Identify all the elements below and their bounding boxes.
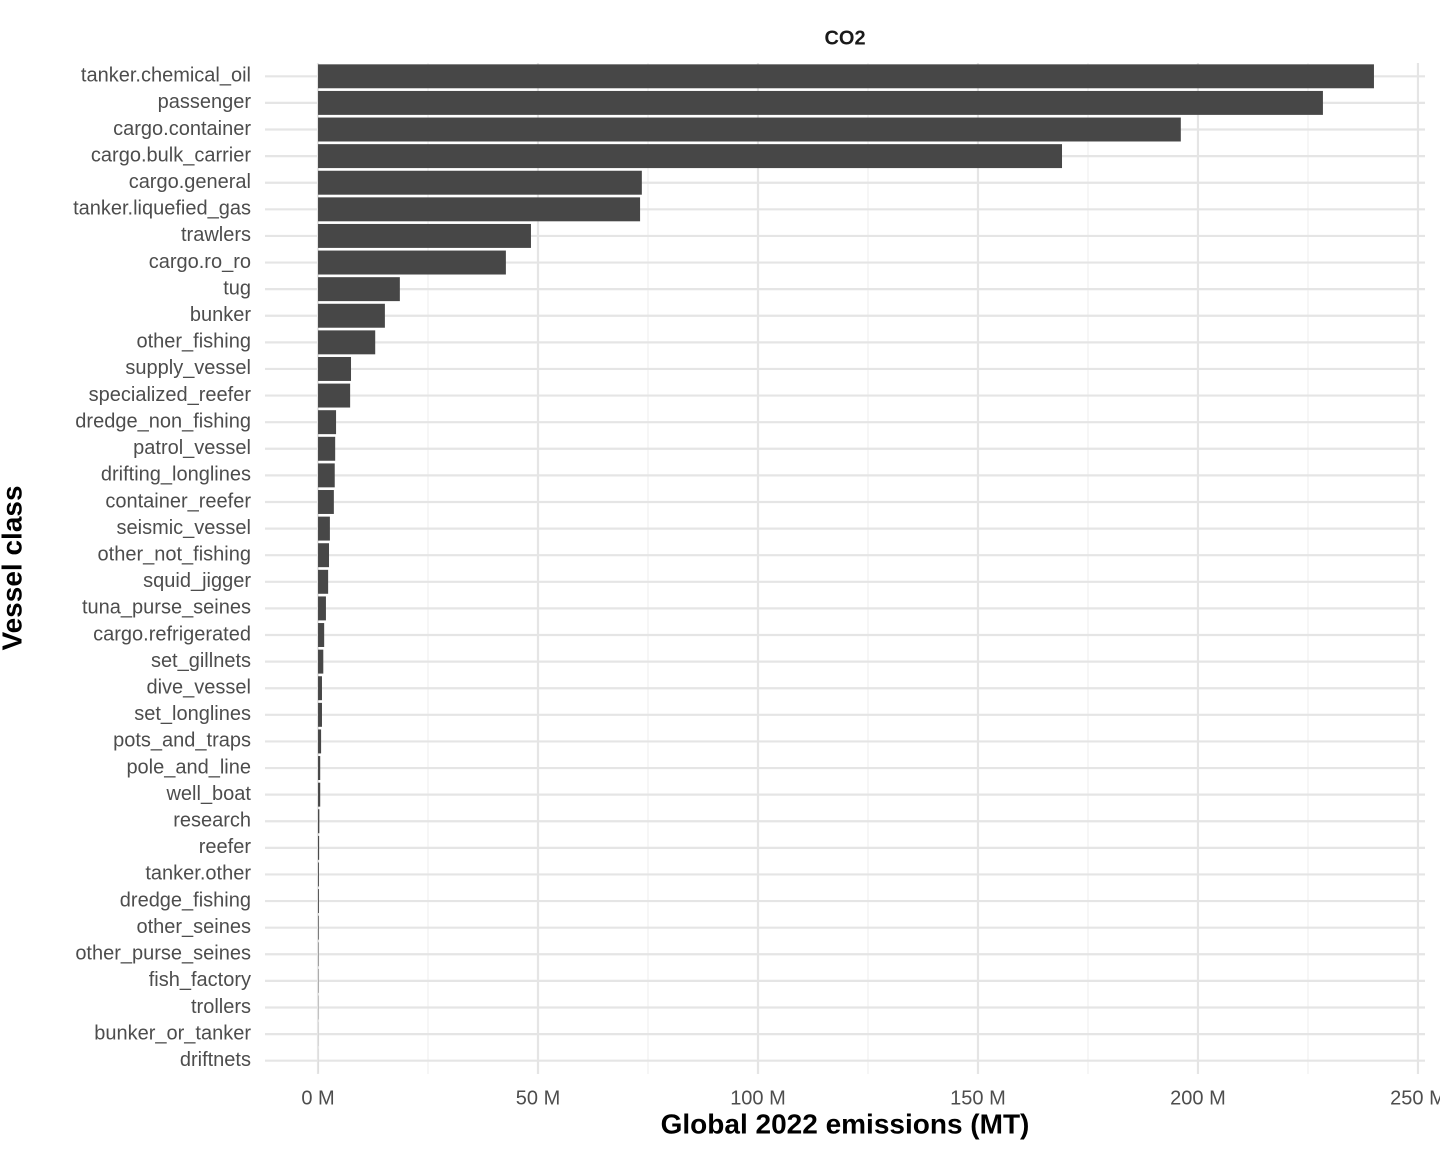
bar xyxy=(318,729,322,754)
y-tick-label: specialized_reefer xyxy=(89,384,252,406)
y-tick-label: pots_and_traps xyxy=(113,730,251,752)
y-tick-label: pole_and_line xyxy=(126,756,251,778)
bar xyxy=(318,809,320,834)
y-tick-label: passenger xyxy=(158,91,252,113)
y-tick-label: cargo.general xyxy=(129,171,251,193)
bar xyxy=(318,649,324,674)
bar xyxy=(318,277,400,302)
bar xyxy=(318,543,330,568)
bar xyxy=(318,490,334,514)
bar xyxy=(318,862,319,887)
y-tick-label: dredge_non_fishing xyxy=(75,410,251,432)
y-tick-label: other_fishing xyxy=(136,331,251,353)
chart-title: CO2 xyxy=(824,27,865,49)
y-tick-label: reefer xyxy=(199,836,252,858)
bar xyxy=(318,463,335,488)
y-tick-label: dredge_fishing xyxy=(120,889,251,911)
bar xyxy=(318,197,641,222)
bar xyxy=(318,356,352,381)
y-tick-label: fish_factory xyxy=(149,969,251,991)
y-axis-title: Vessel class xyxy=(0,485,27,650)
y-tick-label: other_not_fishing xyxy=(98,543,251,565)
y-tick-label: well_boat xyxy=(165,783,251,805)
y-tick-label: container_reefer xyxy=(105,490,251,512)
x-tick-label: 0 M xyxy=(301,1087,334,1109)
y-tick-label: supply_vessel xyxy=(125,357,251,379)
y-tick-label: cargo.bulk_carrier xyxy=(91,144,251,166)
y-tick-label: patrol_vessel xyxy=(133,437,251,459)
y-tick-label: set_gillnets xyxy=(151,650,251,672)
y-tick-label: tuna_purse_seines xyxy=(82,597,251,619)
y-tick-label: tanker.liquefied_gas xyxy=(73,198,251,220)
bar xyxy=(318,915,319,940)
bar xyxy=(318,835,320,860)
y-tick-label: tanker.other xyxy=(145,863,251,885)
bar xyxy=(318,782,321,807)
bar xyxy=(318,623,325,647)
bar xyxy=(318,676,322,701)
y-tick-label: tug xyxy=(223,277,251,299)
bar xyxy=(318,516,330,541)
y-tick-label: bunker xyxy=(190,304,251,326)
x-tick-label: 150 M xyxy=(950,1087,1006,1109)
y-tick-label: trollers xyxy=(191,996,251,1018)
x-tick-label: 250 M xyxy=(1390,1087,1440,1109)
y-tick-label: other_seines xyxy=(136,916,251,938)
y-tick-label: driftnets xyxy=(180,1049,251,1071)
bar xyxy=(318,250,506,275)
bar xyxy=(318,569,329,594)
x-tick-label: 100 M xyxy=(730,1087,786,1109)
y-tick-label: trawlers xyxy=(181,224,251,246)
y-tick-label: tanker.chemical_oil xyxy=(81,65,251,87)
y-tick-label: cargo.refrigerated xyxy=(93,623,251,645)
bar xyxy=(318,223,531,248)
bar xyxy=(318,436,336,461)
y-tick-label: research xyxy=(173,810,251,832)
bar xyxy=(318,410,337,435)
y-tick-label: cargo.container xyxy=(113,118,251,140)
x-tick-label: 200 M xyxy=(1170,1087,1226,1109)
bar xyxy=(318,64,1374,89)
y-tick-label: set_longlines xyxy=(134,703,251,725)
y-tick-label: drifting_longlines xyxy=(101,464,251,486)
bar xyxy=(318,596,326,621)
bar xyxy=(318,702,322,727)
x-tick-label: 50 M xyxy=(516,1087,560,1109)
bar xyxy=(318,117,1181,142)
y-tick-label: bunker_or_tanker xyxy=(94,1022,251,1044)
y-tick-label: cargo.ro_ro xyxy=(149,251,251,273)
bar xyxy=(318,330,376,355)
y-tick-label: squid_jigger xyxy=(143,570,251,592)
y-tick-label: seismic_vessel xyxy=(117,517,251,539)
bar xyxy=(318,383,351,408)
bar xyxy=(318,756,321,781)
y-tick-label: dive_vessel xyxy=(146,677,251,699)
y-tick-label: other_purse_seines xyxy=(75,943,251,965)
bar xyxy=(318,144,1063,169)
bar xyxy=(318,90,1323,115)
bar xyxy=(318,170,642,195)
bar xyxy=(318,889,319,914)
x-axis-title: Global 2022 emissions (MT) xyxy=(661,1108,1030,1139)
bar xyxy=(318,303,385,328)
